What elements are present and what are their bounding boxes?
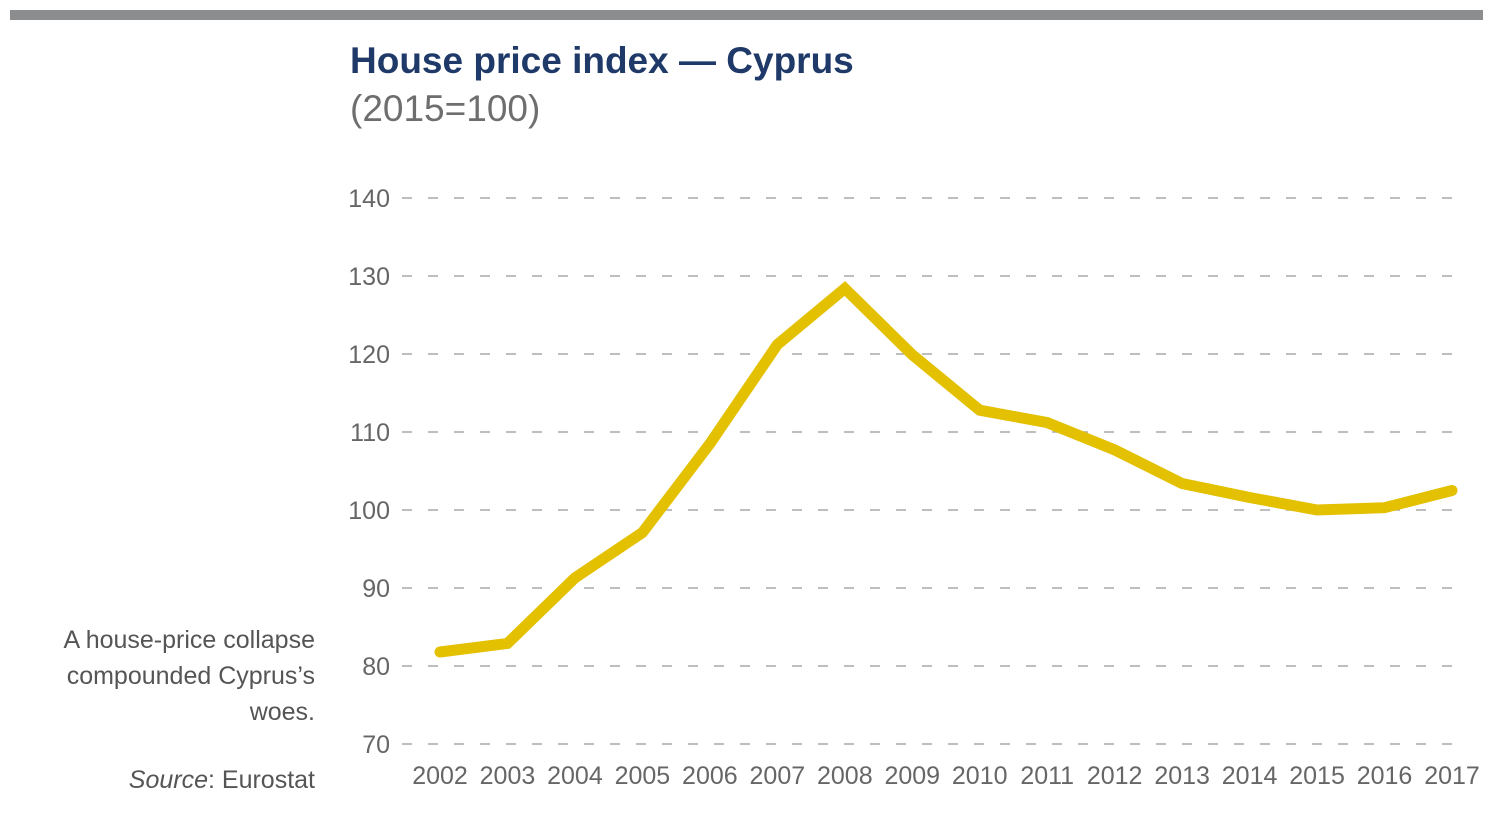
chart-note: A house-price collapse compounded Cyprus…	[63, 626, 315, 726]
x-tick-label-2015: 2015	[1289, 762, 1345, 790]
y-tick-label-110: 110	[350, 419, 390, 447]
x-tick-label-2003: 2003	[480, 762, 536, 790]
x-tick-label-2004: 2004	[547, 762, 603, 790]
source-line: Source: Eurostat	[15, 766, 315, 795]
x-tick-label-2017: 2017	[1424, 762, 1480, 790]
x-tick-label-2016: 2016	[1357, 762, 1413, 790]
y-tick-label-90: 90	[362, 575, 390, 603]
y-tick-label-80: 80	[362, 653, 390, 681]
source-label: Source	[128, 766, 208, 794]
chart-title: House price index — Cyprus	[350, 40, 854, 81]
x-axis-ticks: 2002 2003 2004 2005 2006 2007 2008 2009 2010 2011…	[412, 762, 1480, 790]
x-tick-label-2012: 2012	[1087, 762, 1143, 790]
y-tick-label-120: 120	[348, 341, 390, 369]
x-tick-label-2002: 2002	[412, 762, 468, 790]
series-layer	[434, 281, 1458, 658]
x-tick-label-2007: 2007	[750, 762, 806, 790]
y-axis-ticks: 70 80 90 100 110 120 130 140	[348, 185, 390, 759]
top-rule	[10, 10, 1483, 20]
x-tick-label-2009: 2009	[884, 762, 940, 790]
y-tick-label-100: 100	[348, 497, 390, 525]
x-tick-label-2008: 2008	[817, 762, 873, 790]
source-value: Eurostat	[221, 766, 315, 794]
y-tick-label-70: 70	[362, 731, 390, 759]
x-tick-label-2006: 2006	[682, 762, 738, 790]
x-tick-label-2005: 2005	[615, 762, 671, 790]
x-tick-label-2013: 2013	[1154, 762, 1210, 790]
x-tick-label-2011: 2011	[1020, 762, 1074, 790]
series-line-0	[434, 281, 1458, 658]
grid-lines	[402, 197, 1468, 745]
y-tick-label-130: 130	[348, 263, 390, 291]
x-tick-label-2014: 2014	[1222, 762, 1278, 790]
x-tick-label-2010: 2010	[952, 762, 1008, 790]
y-tick-label-140: 140	[348, 185, 390, 213]
chart-subtitle: (2015=100)	[350, 88, 541, 129]
source-separator: :	[207, 766, 222, 794]
